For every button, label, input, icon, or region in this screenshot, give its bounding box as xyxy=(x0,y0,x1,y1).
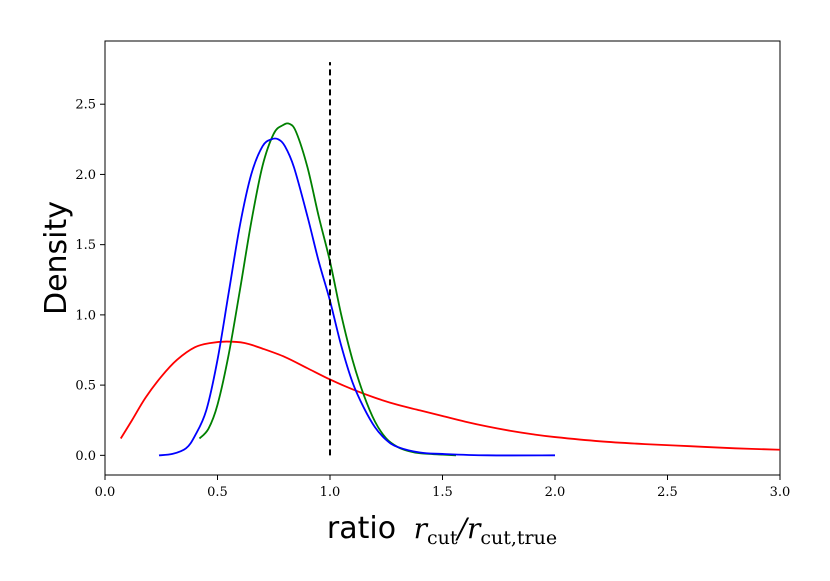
x-tick-label: 1.5 xyxy=(432,485,453,500)
x-tick-label: 0.5 xyxy=(207,485,228,500)
x-tick-label: 2.5 xyxy=(657,485,678,500)
y-axis-label: Density xyxy=(39,201,74,315)
y-tick-label: 2.5 xyxy=(75,98,96,113)
x-tick-label: 3.0 xyxy=(770,485,791,500)
series-line-3 xyxy=(158,137,556,457)
axis-ticks: 0.0 0.5 1.0 1.5 2.0 2.5 3.0 0.0 0.5 1.0 1.5 2.0 2.5 xyxy=(75,98,790,500)
y-tick-label: 2.0 xyxy=(75,168,96,183)
y-tick-label: 1.0 xyxy=(75,308,96,323)
x-tick-label: 1.0 xyxy=(320,485,341,500)
x-tick-label: 0.0 xyxy=(95,485,116,500)
y-tick-label: 1.5 xyxy=(75,238,96,253)
y-tick-label: 0.5 xyxy=(75,379,96,394)
x-axis-label: ratio rcut/rcut,true xyxy=(327,511,557,549)
series-line-2 xyxy=(198,122,457,457)
x-tick-label: 2.0 xyxy=(545,485,566,500)
y-tick-label: 0.0 xyxy=(75,449,96,464)
series-layer xyxy=(119,122,781,457)
